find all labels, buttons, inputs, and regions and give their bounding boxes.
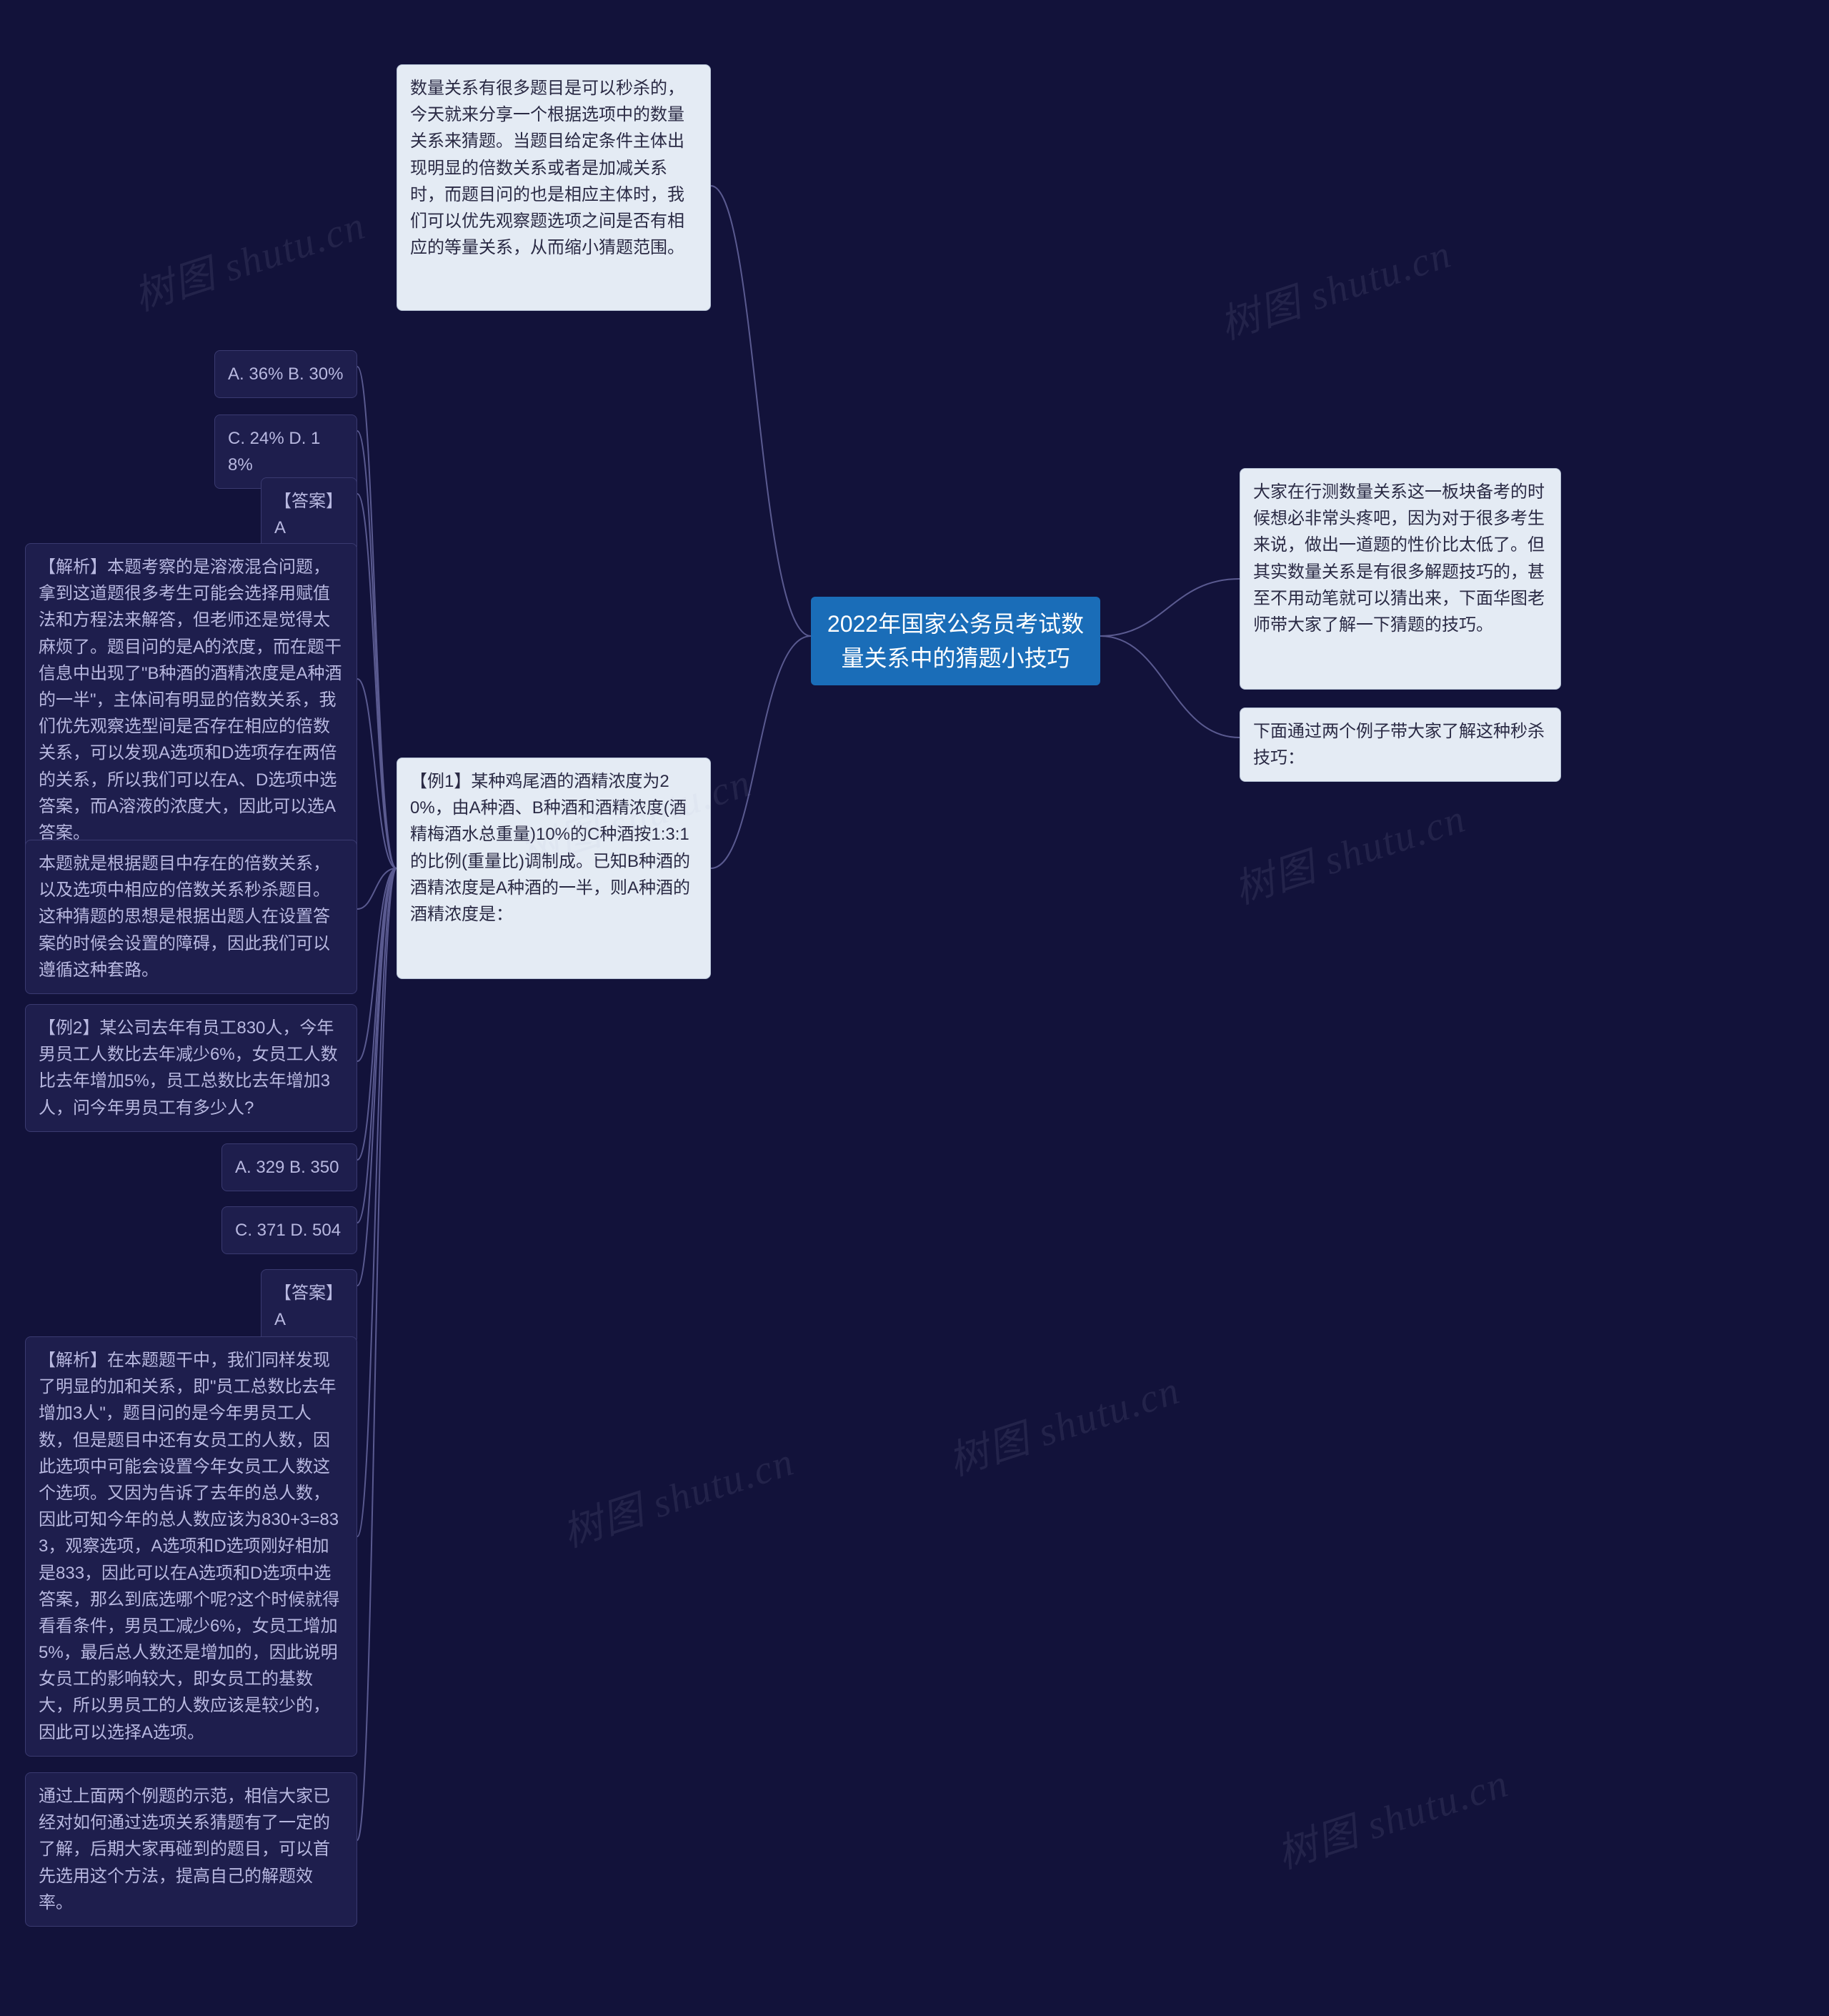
ex2-options-ab: A. 329 B. 350 (221, 1143, 357, 1191)
ex1-summary: 本题就是根据题目中存在的倍数关系，以及选项中相应的倍数关系秒杀题目。这种猜题的思… (25, 840, 357, 994)
left-child-example1: 【例1】某种鸡尾酒的酒精浓度为20%，由A种酒、B种酒和酒精浓度(酒精梅酒水总重… (397, 758, 711, 979)
closing-summary: 通过上面两个例题的示范，相信大家已经对如何通过选项关系猜题有了一定的了解，后期大… (25, 1772, 357, 1927)
ex2-question: 【例2】某公司去年有员工830人，今年男员工人数比去年减少6%，女员工人数比去年… (25, 1004, 357, 1132)
watermark: 树图 shutu.cn (940, 1358, 1187, 1487)
ex2-options-cd: C. 371 D. 504 (221, 1206, 357, 1254)
watermark: 树图 shutu.cn (1269, 1751, 1515, 1880)
ex1-explanation: 【解析】本题考察的是溶液混合问题，拿到这道题很多考生可能会选择用赋值法和方程法来… (25, 543, 357, 857)
ex2-explanation: 【解析】在本题题干中，我们同样发现了明显的加和关系，即"员工总数比去年增加3人"… (25, 1336, 357, 1757)
ex1-answer: 【答案】A (261, 477, 357, 552)
ex2-answer: 【答案】A (261, 1269, 357, 1344)
right-child-examples-intro: 下面通过两个例子带大家了解这种秒杀技巧： (1240, 707, 1561, 782)
root-node: 2022年国家公务员考试数量关系中的猜题小技巧 (811, 597, 1100, 685)
watermark: 树图 shutu.cn (126, 193, 372, 322)
left-child-overview: 数量关系有很多题目是可以秒杀的，今天就来分享一个根据选项中的数量关系来猜题。当题… (397, 64, 711, 311)
watermark: 树图 shutu.cn (554, 1429, 801, 1559)
ex1-options-ab: A. 36% B. 30% (214, 350, 357, 398)
watermark: 树图 shutu.cn (1226, 786, 1472, 915)
watermark: 树图 shutu.cn (1212, 222, 1458, 351)
right-child-intro: 大家在行测数量关系这一板块备考的时候想必非常头疼吧，因为对于很多考生来说，做出一… (1240, 468, 1561, 690)
